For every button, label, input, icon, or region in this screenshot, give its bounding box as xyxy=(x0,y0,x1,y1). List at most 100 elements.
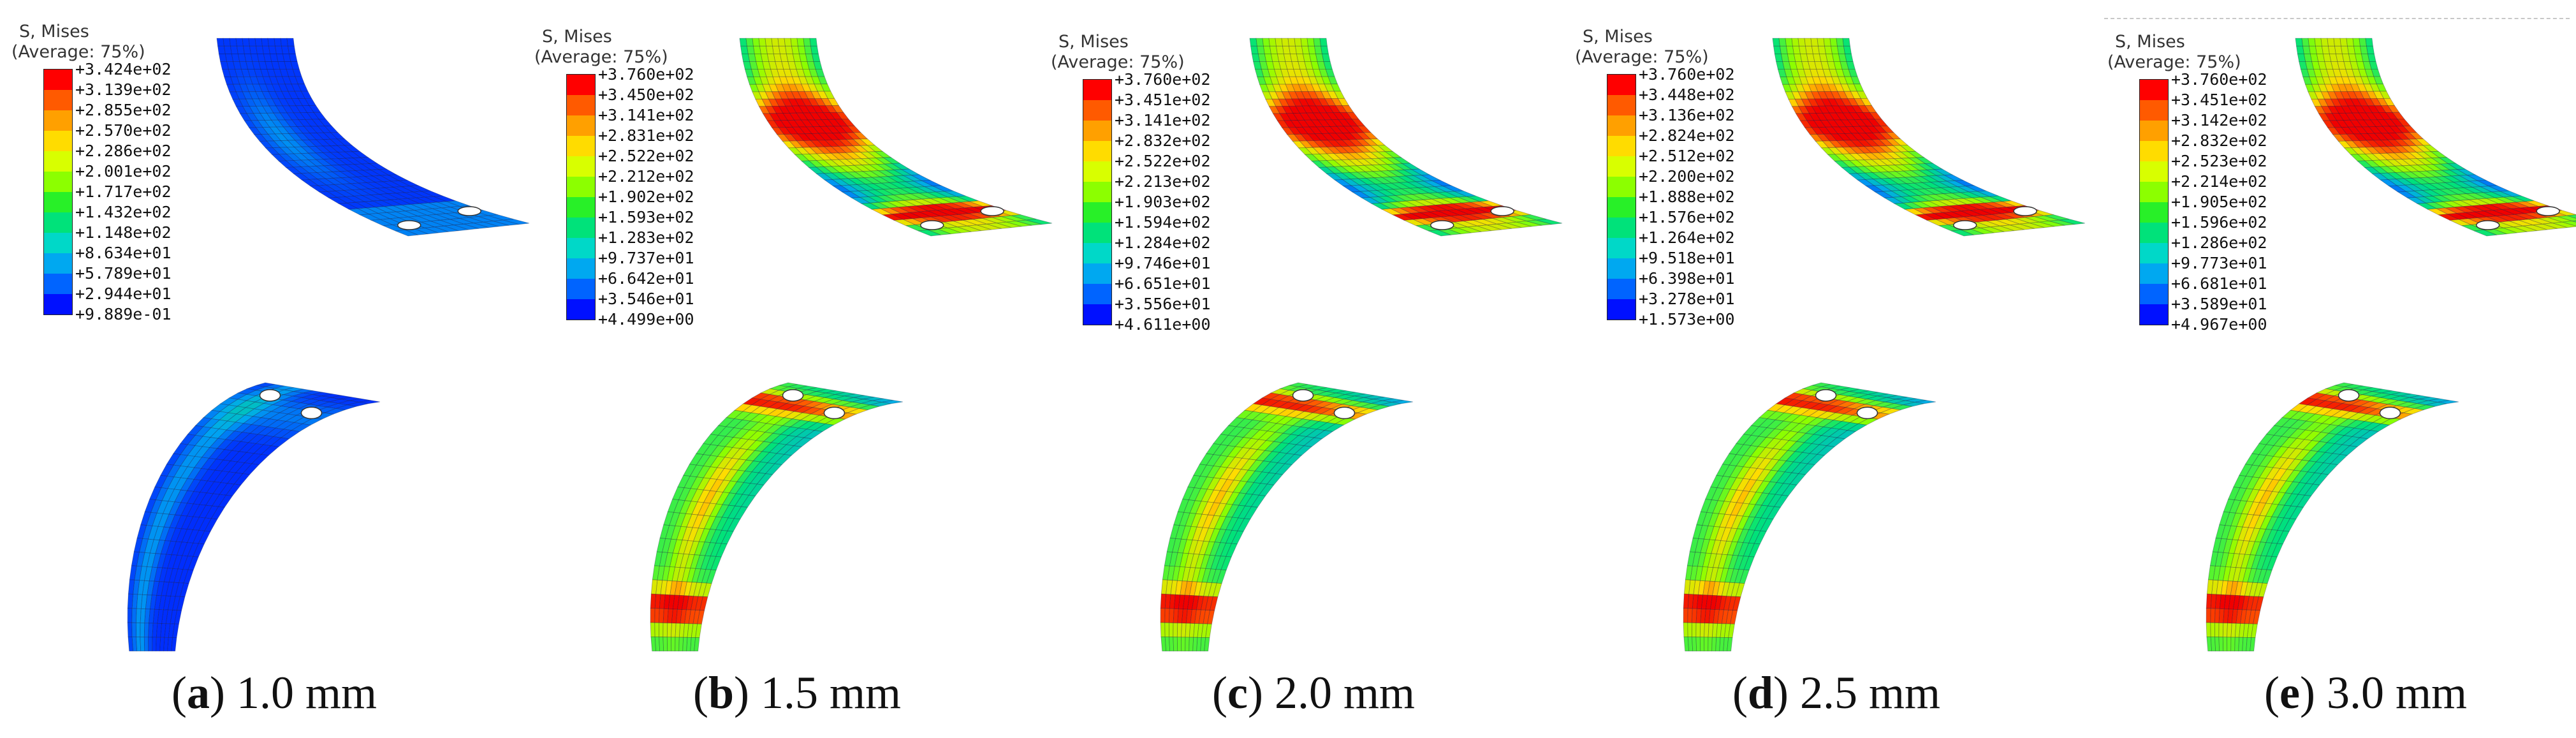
mesh-element xyxy=(2295,38,2303,47)
mesh-element xyxy=(1817,38,1825,47)
mesh-element xyxy=(2557,215,2576,221)
mesh-element xyxy=(1810,38,1819,47)
bolt-hole xyxy=(1292,389,1314,402)
mesh-element xyxy=(148,637,153,652)
legend-swatch xyxy=(567,238,595,258)
mesh-element xyxy=(694,637,700,652)
bolt-hole xyxy=(980,206,1004,216)
mesh-element xyxy=(127,608,133,623)
legend-swatch xyxy=(1083,141,1111,161)
mesh-element xyxy=(1836,38,1844,47)
mesh-element xyxy=(739,38,747,47)
mesh-element xyxy=(810,45,819,54)
mesh-element xyxy=(1185,637,1190,652)
panel-thickness: 3.0 mm xyxy=(2326,667,2467,718)
legend-swatch xyxy=(44,274,72,294)
legend-value: +6.681e+01 xyxy=(2171,274,2267,293)
legend-swatch xyxy=(1607,258,1636,279)
bolt-hole xyxy=(1952,220,1977,230)
legend-swatch xyxy=(567,299,595,320)
legend-swatch xyxy=(1607,95,1636,115)
legend-subtitle: (Average: 75%) xyxy=(2107,52,2241,72)
mesh-element xyxy=(675,637,680,652)
bolt-hole xyxy=(457,206,481,216)
legend-swatch xyxy=(2140,100,2168,121)
legend-swatch xyxy=(1607,299,1636,320)
legend-value: +3.142e+02 xyxy=(2171,111,2267,129)
panel-letter: a xyxy=(186,667,210,718)
legend-value: +1.902e+02 xyxy=(598,188,694,206)
legend-value: +3.450e+02 xyxy=(598,85,694,104)
legend-value: +2.832e+02 xyxy=(2171,131,2267,150)
legend-swatch xyxy=(44,90,72,110)
mesh-element xyxy=(812,54,821,62)
bottom-mesh xyxy=(1683,382,1936,652)
legend-color-bar xyxy=(1607,74,1636,320)
mesh-element xyxy=(503,218,530,225)
mesh-element xyxy=(2206,622,2211,637)
legend-swatch xyxy=(1607,136,1636,156)
legend-value: +3.141e+02 xyxy=(598,106,694,124)
legend-color-bar xyxy=(566,74,596,320)
mesh-element xyxy=(280,38,288,47)
mesh-element xyxy=(1708,637,1713,652)
mesh-element xyxy=(288,45,296,54)
mesh-element xyxy=(2359,38,2367,47)
mesh-element xyxy=(1168,622,1174,638)
legend-value: +1.286e+02 xyxy=(2171,233,2267,252)
legend-swatch xyxy=(44,212,72,233)
legend-value: +1.148e+02 xyxy=(75,223,172,242)
mesh-element xyxy=(1255,38,1264,47)
mesh-element xyxy=(2552,221,2576,228)
mesh-element xyxy=(2566,214,2576,219)
legend-value: +2.523e+02 xyxy=(2171,152,2267,170)
legend-swatch xyxy=(1607,75,1636,95)
mesh-element xyxy=(2572,220,2576,223)
mesh-element xyxy=(809,38,817,47)
legend-value: +4.967e+00 xyxy=(2171,315,2267,334)
mesh-element xyxy=(2250,637,2256,652)
legend-swatch xyxy=(1083,263,1111,284)
bolt-hole xyxy=(1430,220,1454,230)
legend-value: +1.432e+02 xyxy=(75,203,172,221)
mesh-element xyxy=(745,38,754,47)
bolt-hole xyxy=(2013,206,2037,216)
top-view-model xyxy=(216,38,530,237)
mesh-element xyxy=(171,637,177,652)
mesh-element xyxy=(1797,38,1806,47)
mesh-element xyxy=(654,622,660,638)
mesh-element xyxy=(2339,38,2348,47)
legend-swatch xyxy=(2140,284,2168,304)
top-mesh xyxy=(739,38,1053,237)
top-view-model xyxy=(739,38,1053,237)
legend-swatch xyxy=(1083,100,1111,121)
legend-swatch xyxy=(2140,202,2168,223)
legend-value: +3.589e+01 xyxy=(2171,295,2267,313)
mesh-element xyxy=(658,622,664,638)
legend-swatch xyxy=(1083,121,1111,141)
legend-swatch xyxy=(567,218,595,238)
panel-thickness: 2.0 mm xyxy=(1274,667,1415,718)
mesh-element xyxy=(229,38,237,47)
legend-value: +1.905e+02 xyxy=(2171,193,2267,211)
bolt-hole xyxy=(823,406,845,420)
legend-value: +3.141e+02 xyxy=(1115,111,1211,129)
mesh-element xyxy=(223,38,231,47)
mesh-element xyxy=(1683,608,1688,623)
mesh-element xyxy=(1173,623,1178,638)
legend-value: +2.214e+02 xyxy=(2171,172,2267,191)
legend-swatch xyxy=(567,115,595,136)
mesh-element xyxy=(2059,218,2086,225)
mesh-element xyxy=(1842,38,1850,47)
bottom-view-model xyxy=(1683,382,1936,652)
mesh-element xyxy=(1843,45,1852,54)
legend-value: +2.512e+02 xyxy=(1639,147,1735,165)
panel-caption: (a) 1.0 mm xyxy=(172,667,377,718)
mesh-element xyxy=(1204,637,1210,652)
mesh-element xyxy=(1778,38,1787,47)
mesh-element xyxy=(1268,38,1277,47)
mesh-element xyxy=(1791,38,1799,47)
panel-caption: (e) 3.0 mm xyxy=(2264,667,2467,718)
panel-caption: (c) 2.0 mm xyxy=(1212,667,1415,718)
mesh-element xyxy=(1829,38,1838,47)
